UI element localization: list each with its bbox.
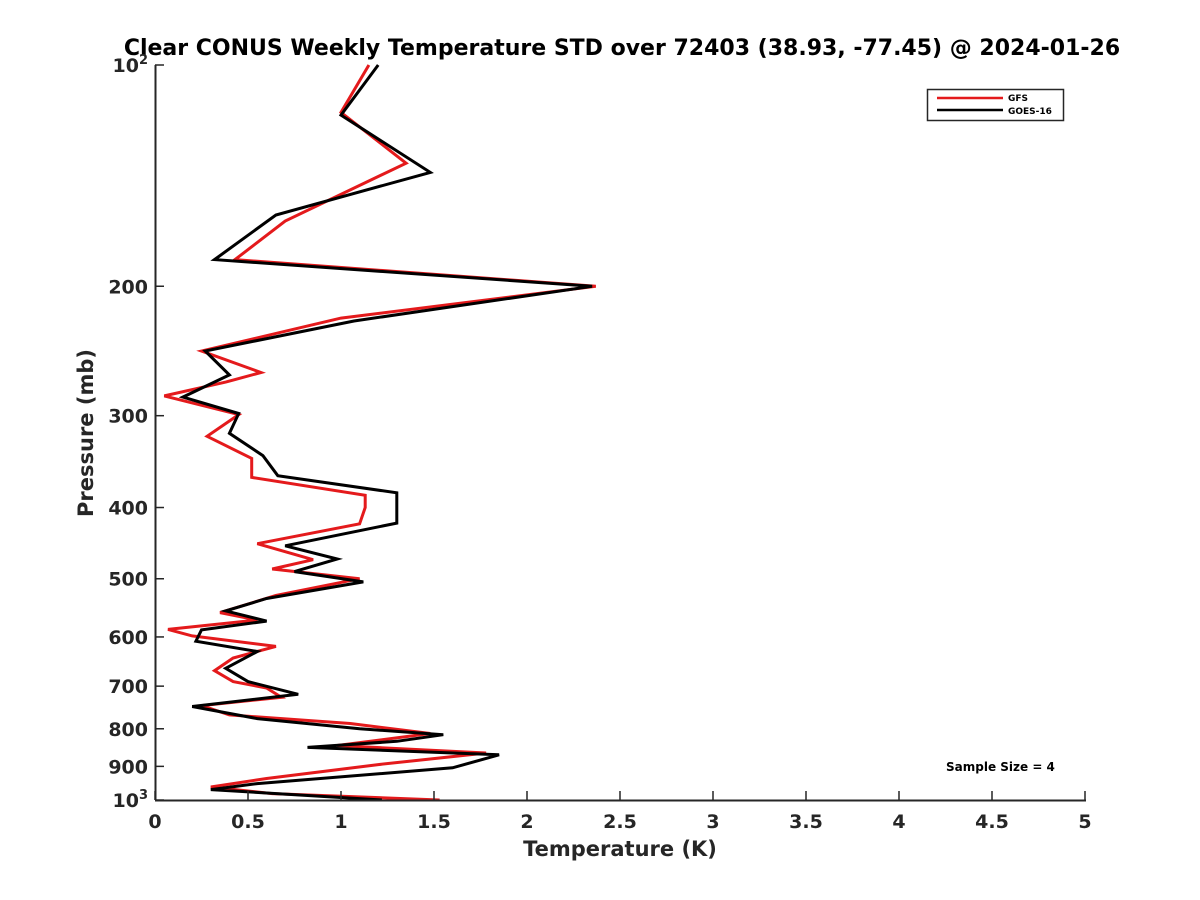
x-tick-label: 0.5 — [231, 811, 265, 833]
series-layer — [163, 64, 596, 802]
y-tick-base: 10 — [113, 790, 139, 812]
x-tick-label: 2.5 — [603, 811, 637, 833]
y-tick-base: 600 — [108, 627, 148, 649]
sample-size-annotation: Sample Size = 4 — [946, 760, 1055, 774]
y-tick-label: 900 — [108, 756, 148, 778]
y-tick-base: 800 — [108, 719, 148, 741]
y-tick-label: 400 — [108, 498, 148, 520]
y-tick-label: 600 — [108, 627, 148, 649]
x-tick-label: 5 — [1078, 811, 1091, 833]
y-tick-label: 700 — [108, 676, 148, 698]
x-tick-label: 1 — [334, 811, 347, 833]
legend-label-goes16: GOES-16 — [1008, 107, 1052, 117]
y-tick-base: 900 — [108, 756, 148, 778]
y-tick-base: 10 — [113, 55, 139, 77]
y-axis-title: Pressure (mb) — [74, 349, 98, 517]
x-tick-label: 0 — [148, 811, 161, 833]
chart-title: Clear CONUS Weekly Temperature STD over … — [124, 36, 1120, 61]
y-tick-exponent: 3 — [139, 788, 148, 803]
y-tick-exponent: 2 — [139, 53, 148, 68]
chart-title-group: Clear CONUS Weekly Temperature STD over … — [124, 36, 1120, 61]
x-tick-label: 2 — [520, 811, 533, 833]
legend-box — [926, 88, 1065, 122]
y-tick-label: 300 — [108, 406, 148, 428]
y-tick-base: 700 — [108, 676, 148, 698]
y-tick-base: 200 — [108, 276, 148, 298]
x-tick-label: 4.5 — [975, 811, 1009, 833]
y-tick-base: 500 — [108, 569, 148, 591]
legend-label-gfs: GFS — [1008, 94, 1028, 104]
legend: GFS GOES-16 — [926, 88, 1065, 122]
y-tick-base: 300 — [108, 406, 148, 428]
y-tick-label: 103 — [113, 788, 149, 812]
y-tick-label: 200 — [108, 276, 148, 298]
x-tick-label: 3 — [706, 811, 719, 833]
y-tick-label: 102 — [113, 53, 149, 77]
x-tick-label: 3.5 — [789, 811, 823, 833]
y-tick-base: 400 — [108, 498, 148, 520]
y-tick-label: 500 — [108, 569, 148, 591]
x-axis-title: Temperature (K) — [523, 837, 717, 861]
x-tick-label: 1.5 — [417, 811, 451, 833]
axes-layer — [154, 65, 1086, 802]
series-line-goes-16 — [178, 64, 593, 802]
y-tick-label: 800 — [108, 719, 148, 741]
x-tick-label: 4 — [892, 811, 905, 833]
x-ticks: 0 0.5 1 1.5 2 2.5 3 3.5 4 4.5 5 — [148, 791, 1092, 833]
